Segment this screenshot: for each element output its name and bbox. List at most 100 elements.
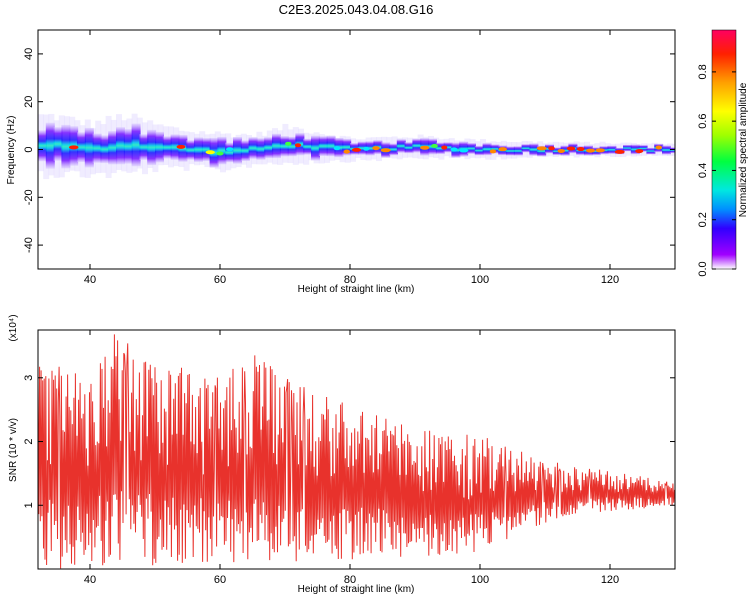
spectral-band [139,134,149,160]
spectral-band [623,144,632,152]
spectral-band [240,140,250,161]
spectral-band [404,142,414,154]
spectral-band [53,127,63,161]
spectral-band [326,135,336,157]
colorbar-tick-label: 0.6 [697,114,709,129]
y-tick-label: 1 [23,502,35,508]
spectral-peak [176,144,186,149]
spectral-band [506,146,515,156]
colorbar-tick-label: 0.8 [697,64,709,79]
spectral-band [513,146,523,156]
spectral-band [131,123,141,167]
spectral-band [201,138,211,162]
spectral-band [84,127,94,168]
colorbar-label: Normalized spectral amplitude [738,82,749,217]
y-tick-label: 0 [23,146,35,152]
spectral-band [389,143,398,156]
snr-unit: (x10⁴) [8,314,19,341]
spectral-band [490,144,500,154]
spectral-band [303,138,313,155]
spectral-band [467,143,476,154]
spectral-band [435,142,445,155]
spectral-peak [420,145,430,150]
spectral-band [162,136,172,159]
spectral-peak [351,147,362,152]
spectral-band [108,131,118,165]
spectral-band [537,145,547,157]
spectral-band [638,145,648,152]
colorbar-tick-label: 0.0 [697,261,709,276]
spectral-band [365,141,375,156]
x-tick-label: 60 [214,274,226,286]
spectral-band [443,142,453,153]
spectral-peak [614,149,625,154]
x-tick-label: 120 [601,574,619,586]
x-tick-label: 80 [344,574,356,586]
y-tick-label: 3 [23,375,35,381]
spectral-band [77,132,86,163]
spectral-band [100,135,110,164]
y-tick-label: 40 [23,48,35,60]
x-tick-label: 100 [471,274,489,286]
spectral-band [357,141,367,155]
colorbar-gradient [711,29,737,270]
spectral-peak [285,141,292,146]
spectral-peak [536,146,547,151]
spectral-band [233,136,242,164]
colorbar-tick-label: 0.4 [697,163,709,178]
spectral-band [646,147,656,155]
spectral-band [217,136,227,165]
spectral-band [248,137,258,159]
spectral-peak [595,148,605,153]
spectral-band [482,143,492,156]
spectral-band [529,143,539,156]
spectral-band [630,144,640,155]
snr-xlabel: Height of straight line (km) [298,584,415,595]
snr-series-line [38,334,675,569]
spectral-peak [294,143,302,148]
spectral-peak [566,146,576,151]
spectral-band [61,124,71,169]
spectral-peak [655,145,662,150]
spectral-peak [557,148,565,153]
spectral-band [279,136,289,157]
spectral-band [147,129,157,166]
y-tick-label: -20 [23,189,35,205]
spectral-peak [372,146,380,151]
spectral-band [669,147,675,154]
spectral-band [662,145,671,155]
spectral-band [396,139,406,153]
spectral-band [38,130,47,162]
spectral-peak [343,149,350,154]
x-tick-label: 100 [471,574,489,586]
spectral-peak [576,147,585,152]
colorbar-tick-label: 0.2 [697,212,709,227]
spectral-peak [498,147,507,152]
y-tick-label: -40 [23,237,35,253]
spectrogram-panel: 40 60 80 100 120 40 20 0 -20 -40 Height of straig… [6,29,676,295]
spectral-band [272,133,281,159]
spectral-peak [450,147,458,152]
snr-ylabel: SNR (10 * v/v) [8,418,19,482]
spectral-band [155,131,164,163]
y-tick-label: 20 [23,96,35,108]
spectral-peak [441,145,448,150]
spectral-band [560,145,570,156]
x-tick-label: 40 [84,574,96,586]
spectral-peak [586,148,595,153]
spectral-band [92,133,102,163]
spectral-band [123,129,133,164]
spectral-band [342,138,352,156]
spectral-band [318,136,328,156]
spectral-band [287,136,297,157]
colorbar: 0.8 0.6 0.4 0.2 0.0 Normalized spectral ampl… [697,29,749,277]
spectral-band [116,127,125,165]
chart-title: C2E3.2025.043.04.08.G16 [279,2,434,17]
spectral-band [412,138,422,153]
spectral-band [311,135,320,161]
spectrogram-xlabel: Height of straight line (km) [298,284,415,295]
spectral-band [170,134,180,160]
spectral-peak [205,150,215,155]
spectral-peak [489,149,497,154]
